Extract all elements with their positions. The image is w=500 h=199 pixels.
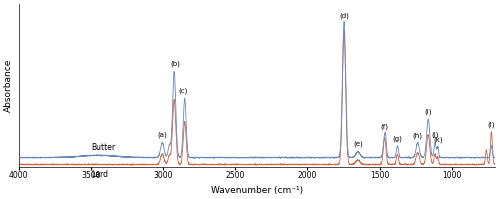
Text: Lard: Lard (91, 170, 108, 179)
Text: Butter: Butter (91, 143, 115, 152)
Text: (g): (g) (392, 135, 402, 141)
Text: (f): (f) (380, 124, 388, 130)
Text: (i): (i) (424, 108, 432, 115)
Text: (h): (h) (412, 132, 422, 139)
Text: (l): (l) (488, 121, 495, 128)
Text: (k): (k) (433, 136, 442, 143)
X-axis label: Wavenumber (cm⁻¹): Wavenumber (cm⁻¹) (211, 186, 303, 195)
Text: (j): (j) (431, 132, 438, 138)
Text: (b): (b) (170, 61, 180, 67)
Text: (c): (c) (178, 88, 188, 94)
Text: (a): (a) (158, 132, 167, 138)
Y-axis label: Absorbance: Absorbance (4, 59, 13, 112)
Text: (e): (e) (353, 141, 363, 147)
Text: (d): (d) (339, 12, 349, 19)
